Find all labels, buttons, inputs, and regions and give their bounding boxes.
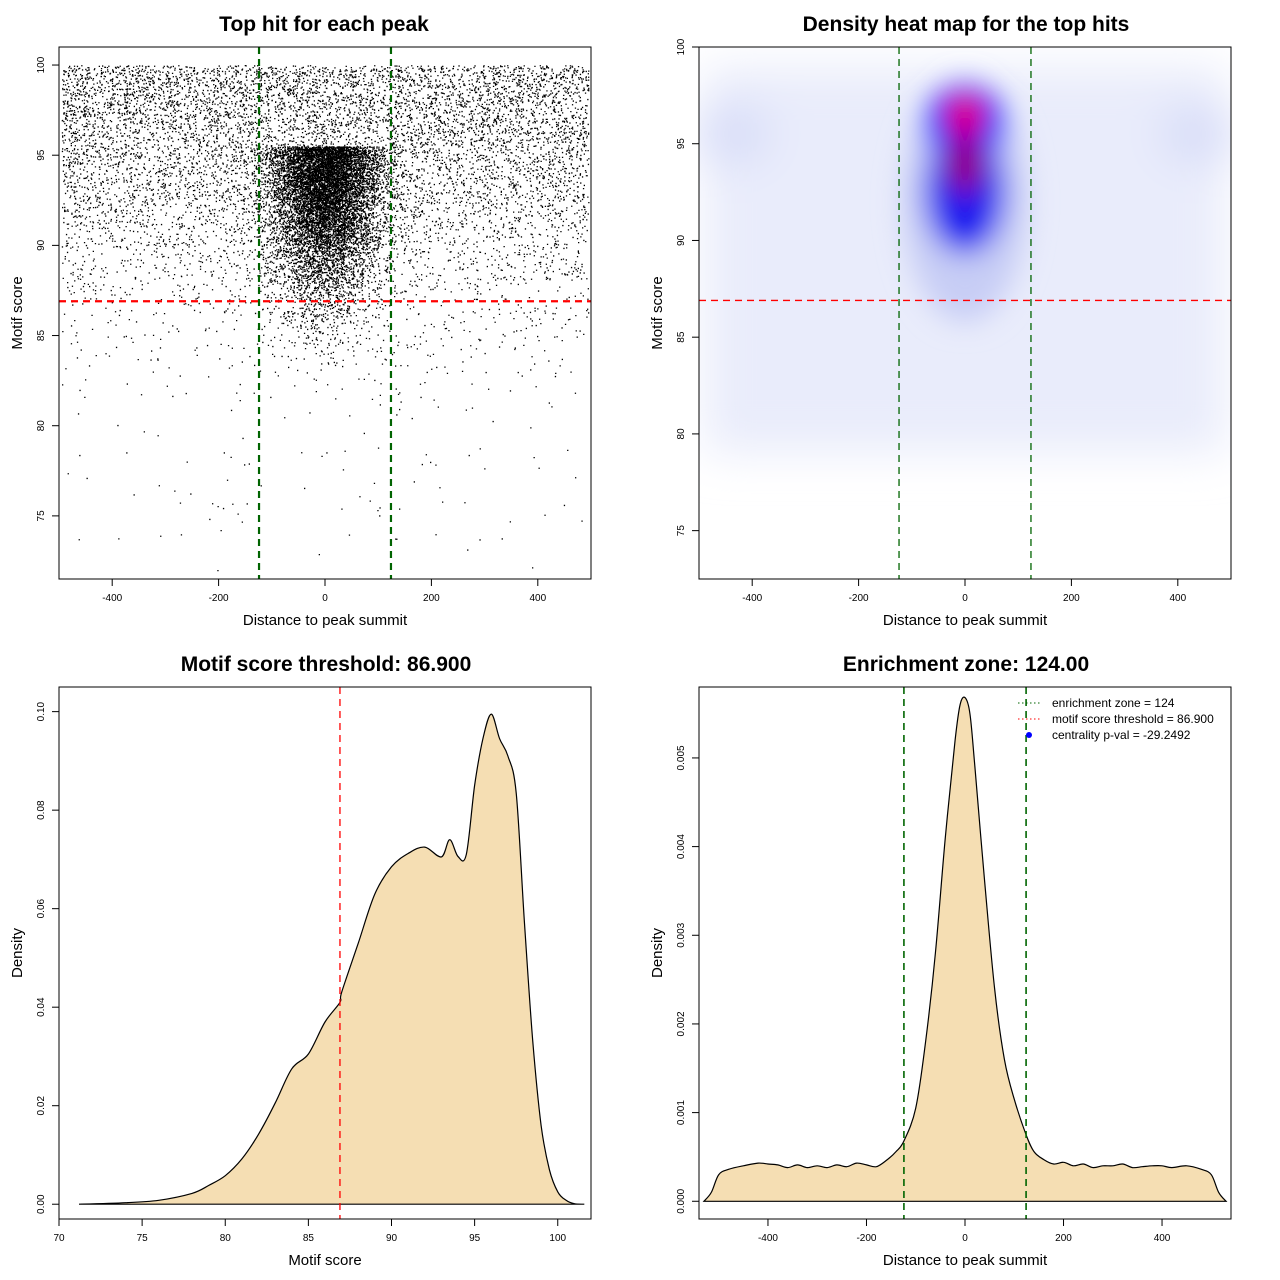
- distance-density-title: Enrichment zone: 124.00: [843, 653, 1089, 676]
- scatter-ref-lines: [59, 47, 591, 579]
- y-tick-label: 95: [676, 138, 687, 150]
- score-density-curve: [78, 713, 585, 1205]
- legend: enrichment zone = 124 motif score thresh…: [1018, 696, 1214, 742]
- scatter-x-label: Distance to peak summit: [243, 612, 408, 629]
- score-density-x-label: Motif score: [288, 1252, 361, 1269]
- x-tick-label: 400: [1169, 593, 1186, 604]
- x-tick-label: -400: [742, 593, 762, 604]
- legend-enrichment-label: enrichment zone = 124: [1052, 696, 1175, 710]
- y-tick-label: 0.02: [36, 1096, 47, 1116]
- y-tick-label: 85: [36, 330, 47, 342]
- distance-density-x-axis: -400 -200 0 200 400: [758, 1218, 1171, 1244]
- x-tick-label: 400: [529, 593, 546, 604]
- y-tick-label: 80: [36, 420, 47, 432]
- x-tick-label: -400: [758, 1233, 778, 1244]
- distance-density-curve: [702, 696, 1228, 1202]
- y-tick-label: 0.005: [676, 745, 687, 770]
- heatmap-diffuse-spot: [699, 104, 771, 165]
- heatmap-core: [903, 81, 1027, 322]
- heatmap-red-peak: [948, 96, 982, 133]
- x-tick-label: -200: [209, 593, 229, 604]
- y-tick-label: 85: [676, 331, 687, 343]
- x-tick-label: 100: [549, 1233, 566, 1244]
- scatter-x-axis: -400 -200 0 200 400: [102, 578, 547, 604]
- panel-distance-density: Enrichment zone: 124.00 -400 -200 0 200 400 …: [649, 653, 1232, 1269]
- scatter-point-cloud: [61, 65, 590, 572]
- scatter-points: [61, 65, 590, 572]
- x-tick-label: 70: [53, 1233, 65, 1244]
- y-tick-label: 0.08: [36, 800, 47, 820]
- distance-density-ref-lines: [903, 687, 1027, 1219]
- y-tick-label: 80: [676, 428, 687, 440]
- y-tick-label: 0.001: [676, 1100, 687, 1125]
- x-tick-label: 85: [303, 1233, 315, 1244]
- legend-pval-label: centrality p-val = -29.2492: [1052, 728, 1191, 742]
- y-tick-label: 0.04: [36, 997, 47, 1017]
- y-tick-label: 100: [676, 38, 687, 55]
- x-tick-label: 400: [1154, 1233, 1171, 1244]
- y-tick-label: 90: [676, 234, 687, 246]
- y-tick-label: 75: [676, 525, 687, 537]
- y-tick-label: 75: [36, 510, 47, 522]
- distance-density-x-label: Distance to peak summit: [883, 1252, 1048, 1269]
- y-tick-label: 0.002: [676, 1011, 687, 1036]
- y-tick-label: 0.004: [676, 834, 687, 859]
- score-density-y-label: Density: [9, 927, 26, 978]
- y-tick-label: 95: [36, 149, 47, 161]
- x-tick-label: 0: [322, 593, 328, 604]
- x-tick-label: 200: [1063, 593, 1080, 604]
- legend-threshold-label: motif score threshold = 86.900: [1052, 712, 1214, 726]
- heatmap-x-label: Distance to peak summit: [883, 612, 1048, 629]
- panel-heatmap: Density heat map for the top hits -400 -2…: [649, 13, 1232, 629]
- score-density-x-axis: 70 75 80 85 90 95 100: [53, 1218, 567, 1244]
- heatmap-x-axis: -400 -200 0 200 400: [742, 578, 1187, 604]
- distance-density-y-axis: 0.000 0.001 0.002 0.003 0.004 0.005: [676, 745, 700, 1214]
- scatter-y-label: Motif score: [9, 276, 26, 349]
- x-tick-label: 0: [962, 593, 968, 604]
- heatmap-y-axis: 75 80 85 90 95 100: [676, 38, 700, 537]
- scatter-title: Top hit for each peak: [219, 13, 429, 36]
- x-tick-label: -400: [102, 593, 122, 604]
- x-tick-label: 80: [220, 1233, 232, 1244]
- heatmap-y-label: Motif score: [649, 276, 666, 349]
- y-tick-label: 0.06: [36, 898, 47, 918]
- y-tick-label: 0.000: [676, 1188, 687, 1213]
- legend-pval-swatch: [1026, 732, 1032, 738]
- x-tick-label: 75: [137, 1233, 149, 1244]
- x-tick-label: 90: [386, 1233, 398, 1244]
- heatmap-diffuse-spot: [1159, 104, 1231, 165]
- score-density-y-axis: 0.00 0.02 0.04 0.06 0.08 0.10: [36, 701, 60, 1214]
- heatmap-red-tail: [949, 133, 981, 194]
- y-tick-label: 0.003: [676, 922, 687, 947]
- scatter-y-axis: 75 80 85 90 95 100: [36, 56, 60, 522]
- y-tick-label: 90: [36, 239, 47, 251]
- x-tick-label: -200: [849, 593, 869, 604]
- heatmap-density: [699, 47, 1231, 579]
- x-tick-label: 0: [962, 1233, 968, 1244]
- panel-scatter: Top hit for each peak -400 -200 0 200 400 75…: [9, 13, 592, 629]
- distance-density-y-label: Density: [649, 927, 666, 978]
- x-tick-label: 95: [469, 1233, 481, 1244]
- y-tick-label: 0.10: [36, 701, 47, 721]
- x-tick-label: 200: [423, 593, 440, 604]
- heatmap-title: Density heat map for the top hits: [803, 13, 1130, 36]
- x-tick-label: 200: [1055, 1233, 1072, 1244]
- heatmap-ref-lines: [699, 47, 1231, 579]
- score-density-title: Motif score threshold: 86.900: [181, 653, 472, 676]
- y-tick-label: 100: [36, 56, 47, 73]
- panel-score-density: Motif score threshold: 86.900 70 75 80 85 90…: [9, 653, 592, 1269]
- y-tick-label: 0.00: [36, 1194, 47, 1214]
- x-tick-label: -200: [856, 1233, 876, 1244]
